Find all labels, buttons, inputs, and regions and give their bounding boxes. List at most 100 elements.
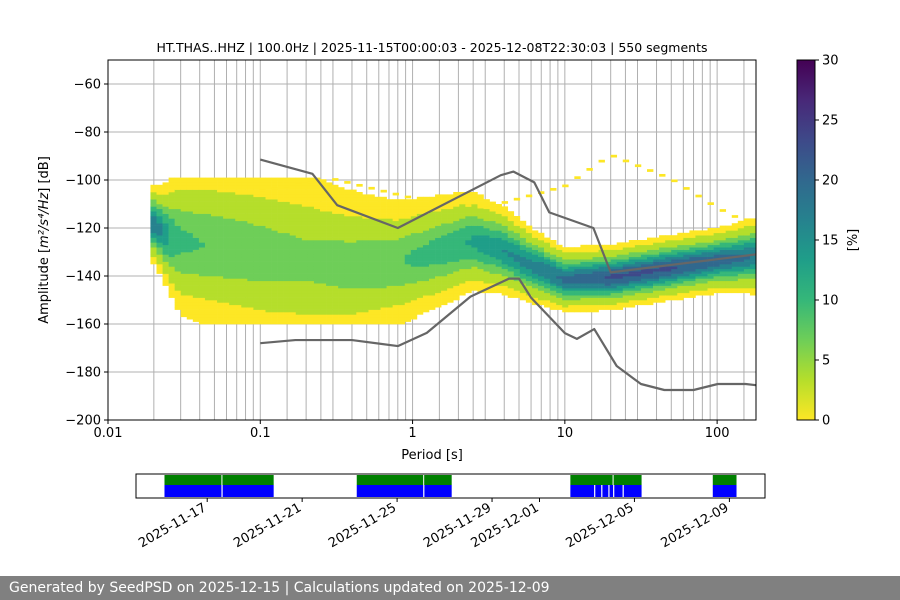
density-cell bbox=[326, 321, 333, 325]
density-cell bbox=[538, 242, 545, 246]
density-cell bbox=[162, 230, 169, 234]
density-cell bbox=[198, 180, 206, 183]
density-cell bbox=[604, 283, 611, 286]
density-cell bbox=[277, 194, 284, 198]
density-cell bbox=[217, 177, 224, 181]
density-cell bbox=[162, 218, 169, 222]
density-cell bbox=[513, 240, 521, 243]
density-cell bbox=[247, 268, 254, 272]
density-cell bbox=[350, 189, 357, 193]
density-cell bbox=[386, 225, 393, 229]
density-cell bbox=[477, 213, 484, 217]
density-cell bbox=[598, 268, 605, 272]
density-cell bbox=[247, 240, 254, 243]
density-cell bbox=[489, 280, 496, 284]
density-cell bbox=[326, 280, 333, 284]
density-cell bbox=[580, 278, 587, 282]
density-cell bbox=[344, 321, 351, 325]
density-cell bbox=[731, 235, 739, 238]
density-cell bbox=[471, 235, 478, 238]
density-cell bbox=[350, 309, 357, 313]
density-cell bbox=[447, 280, 454, 284]
density-cell bbox=[695, 230, 702, 234]
density-cell bbox=[531, 283, 539, 286]
density-cell bbox=[725, 268, 733, 272]
density-cell bbox=[253, 266, 260, 270]
density-cell bbox=[156, 196, 163, 200]
density-cell bbox=[653, 249, 660, 253]
density-cell bbox=[471, 264, 478, 267]
density-cell bbox=[271, 276, 278, 279]
density-cell bbox=[459, 230, 466, 234]
density-cell bbox=[265, 254, 272, 258]
density-cell bbox=[362, 304, 369, 308]
density-cell bbox=[471, 242, 478, 246]
density-cell bbox=[743, 240, 751, 243]
density-cell bbox=[568, 288, 575, 291]
density-cell bbox=[477, 247, 484, 250]
density-cell bbox=[701, 280, 708, 284]
density-cell bbox=[538, 256, 545, 260]
density-cell bbox=[574, 309, 581, 313]
density-cell bbox=[211, 223, 218, 226]
density-cell bbox=[344, 309, 351, 313]
density-cell bbox=[168, 180, 175, 183]
density-cell bbox=[410, 225, 418, 229]
density-cell bbox=[556, 254, 563, 258]
density-cell bbox=[350, 290, 357, 294]
density-cell bbox=[471, 268, 478, 272]
density-cell bbox=[350, 242, 357, 246]
density-cell bbox=[616, 254, 624, 258]
density-cell bbox=[737, 266, 745, 270]
density-cell bbox=[640, 259, 648, 262]
density-cell bbox=[180, 295, 188, 298]
density-cell bbox=[168, 237, 175, 241]
density-cell bbox=[289, 223, 297, 226]
density-cell bbox=[459, 192, 466, 195]
density-cell bbox=[453, 280, 460, 284]
density-cell bbox=[749, 292, 757, 296]
density-cell bbox=[556, 247, 563, 250]
density-cell bbox=[295, 228, 303, 231]
density-cell bbox=[301, 196, 309, 200]
density-cell bbox=[289, 208, 297, 212]
density-cell bbox=[743, 280, 751, 284]
density-cell bbox=[320, 254, 327, 258]
density-cell bbox=[307, 266, 315, 270]
density-cell bbox=[416, 228, 424, 231]
density-cell bbox=[211, 230, 218, 234]
density-cell bbox=[695, 290, 702, 294]
density-cell bbox=[556, 266, 563, 270]
density-cell bbox=[525, 244, 533, 248]
density-cell bbox=[683, 252, 690, 255]
density-cell bbox=[689, 235, 696, 238]
density-cell bbox=[217, 268, 224, 272]
density-cell bbox=[550, 268, 557, 272]
density-cell bbox=[465, 213, 472, 217]
density-cell bbox=[453, 211, 460, 214]
density-cell bbox=[180, 201, 188, 205]
density-cell bbox=[247, 242, 254, 246]
density-cell bbox=[265, 211, 272, 214]
density-cell bbox=[223, 273, 230, 277]
density-cell bbox=[192, 187, 200, 190]
density-cell bbox=[429, 196, 436, 200]
density-cell bbox=[168, 206, 175, 210]
density-cell bbox=[422, 273, 430, 277]
density-cell bbox=[640, 268, 648, 272]
density-cell bbox=[265, 316, 272, 320]
density-cell bbox=[525, 237, 533, 241]
density-cell bbox=[362, 237, 369, 241]
density-cell bbox=[320, 223, 327, 226]
density-cell bbox=[198, 232, 206, 236]
density-cell bbox=[459, 208, 466, 212]
density-cell bbox=[271, 285, 278, 289]
density-cell bbox=[483, 247, 490, 250]
colorbar-tick-label: 30 bbox=[822, 54, 839, 69]
density-cell bbox=[253, 280, 260, 284]
colorbar-label: [%] bbox=[846, 229, 861, 252]
density-cell bbox=[550, 264, 557, 267]
density-cell bbox=[416, 218, 424, 222]
density-cell bbox=[277, 223, 284, 226]
density-cell bbox=[368, 218, 375, 222]
